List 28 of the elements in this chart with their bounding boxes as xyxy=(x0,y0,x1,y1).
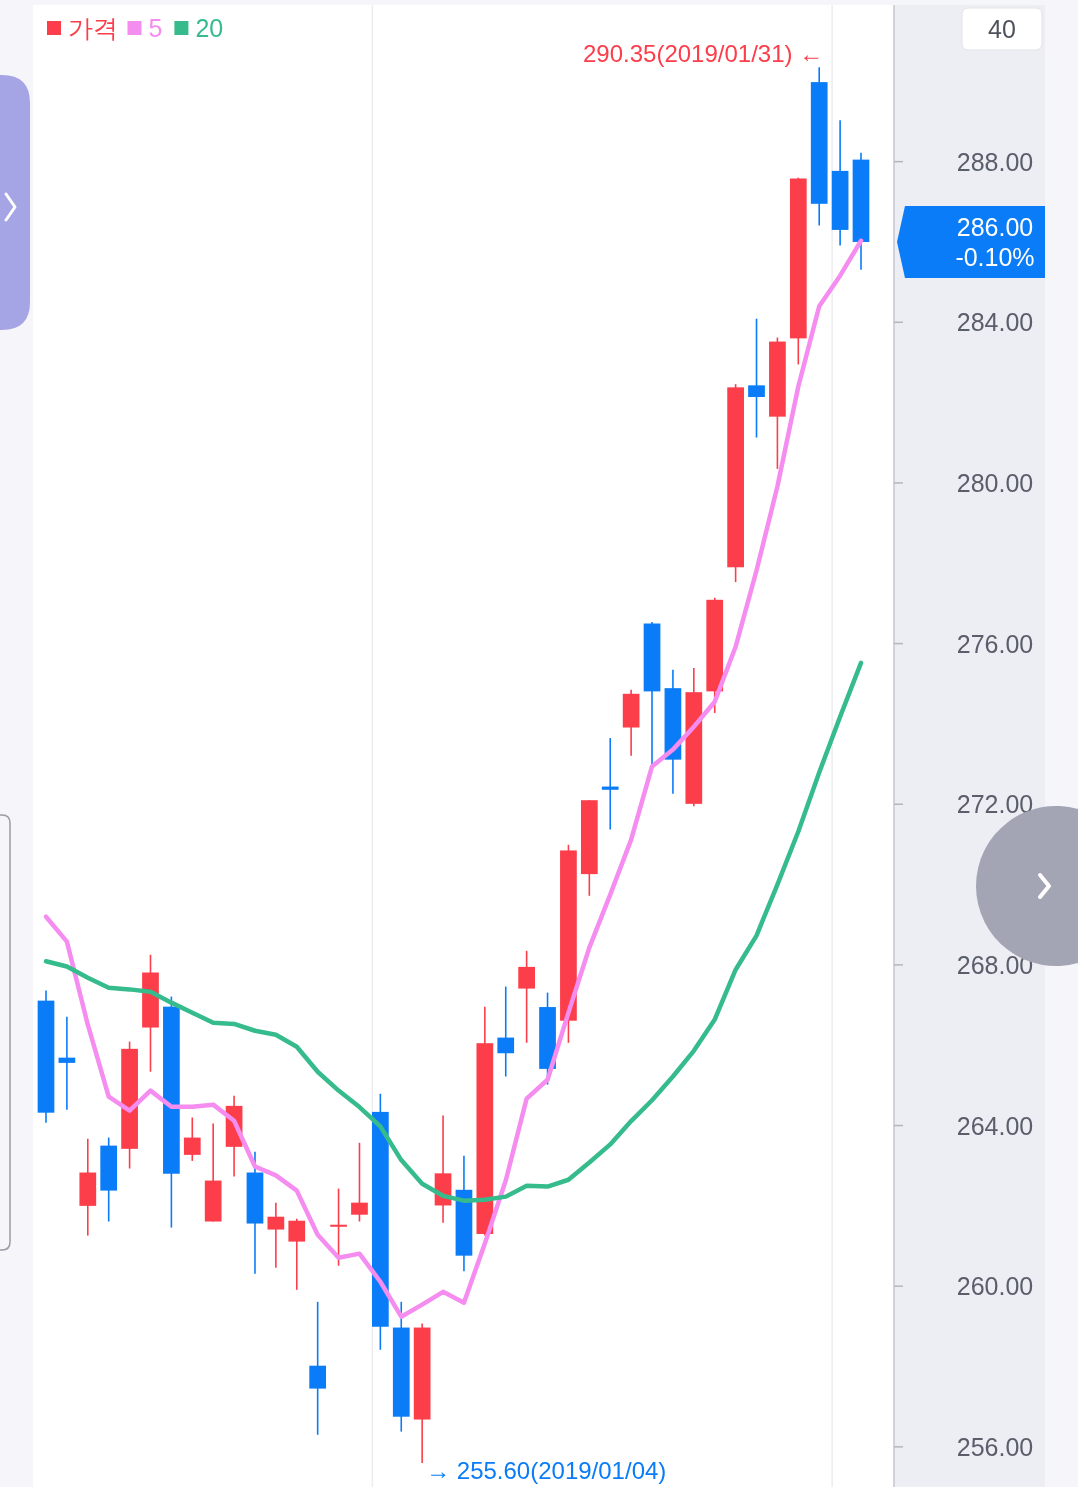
text: 40 xyxy=(988,15,1016,43)
y-tick-label: 272.00 xyxy=(956,790,1034,819)
candlestick xyxy=(601,737,619,831)
text: 286.00 -0.10% xyxy=(955,212,1035,271)
candlestick xyxy=(518,950,535,1044)
candlestick xyxy=(288,1217,306,1291)
annotation: 290.35(2019/01/31) ← xyxy=(583,39,824,67)
line-series xyxy=(43,660,864,1203)
legend-label: 가격 xyxy=(68,14,118,42)
candlestick xyxy=(497,985,515,1078)
line-series xyxy=(43,238,864,1319)
annotation: → 255.60(2019/01/04) xyxy=(426,1457,667,1485)
legend-label: 20 xyxy=(195,14,224,42)
y-tick-label: 288.00 xyxy=(956,147,1034,176)
y-tick-label: 284.00 xyxy=(956,308,1034,337)
candlestick xyxy=(58,1015,76,1111)
y-tick-label: 280.00 xyxy=(956,468,1034,497)
candlestick xyxy=(183,1116,201,1162)
y-tick-label: 264.00 xyxy=(956,1111,1034,1140)
legend-label: 5 xyxy=(148,14,163,42)
candlestick xyxy=(330,1187,347,1267)
y-tick-label: 276.00 xyxy=(956,629,1034,658)
candlestick xyxy=(748,317,765,439)
candlestick xyxy=(351,1142,368,1223)
candlestick xyxy=(309,1301,327,1436)
y-tick-label: 256.00 xyxy=(956,1432,1034,1461)
candlestick xyxy=(267,1201,285,1269)
y-tick-label: 260.00 xyxy=(956,1272,1034,1301)
